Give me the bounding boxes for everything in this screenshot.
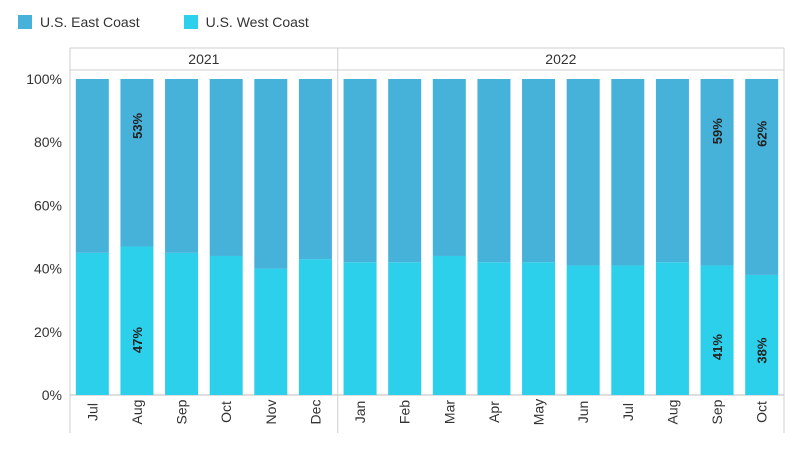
bar-east-coast-jan: [343, 79, 377, 263]
x-tick-label: May: [531, 399, 547, 425]
legend-label-west-coast: U.S. West Coast: [205, 14, 309, 30]
bar-west-coast-jul: [75, 252, 109, 395]
x-tick-label: Jul: [84, 403, 100, 421]
y-tick-label: 60%: [34, 197, 62, 213]
x-tick-label: Oct: [754, 401, 770, 423]
bar-west-coast-dec: [298, 259, 332, 395]
y-tick-label: 100%: [26, 71, 62, 87]
bar-east-coast-jul: [75, 79, 109, 253]
bar-east-coast-jul: [611, 79, 645, 266]
legend-item-west-coast: U.S. West Coast: [183, 14, 309, 30]
bar-east-coast-mar: [432, 79, 466, 256]
bar-east-coast-sep: [700, 79, 734, 266]
bar-east-coast-jun: [566, 79, 600, 266]
data-label: 47%: [130, 327, 145, 353]
bar-east-coast-apr: [477, 79, 511, 263]
bar-east-coast-oct: [745, 79, 779, 275]
data-label: 53%: [130, 112, 145, 138]
bar-west-coast-mar: [432, 255, 466, 395]
legend-label-east-coast: U.S. East Coast: [40, 14, 140, 30]
legend-swatch-east-coast: [18, 15, 32, 29]
bar-west-coast-nov: [254, 268, 288, 395]
bar-east-coast-aug: [120, 79, 154, 247]
x-tick-label: Oct: [218, 401, 234, 423]
data-label: 59%: [710, 118, 725, 144]
x-tick-label: Nov: [263, 400, 279, 425]
x-tick-label: Sep: [174, 399, 190, 424]
x-tick-label: Jun: [575, 401, 591, 424]
bar-west-coast-oct: [745, 274, 779, 395]
y-tick-label: 0%: [42, 387, 62, 403]
x-tick-label: Sep: [709, 399, 725, 424]
data-label: 38%: [755, 337, 770, 363]
bar-west-coast-jun: [566, 265, 600, 395]
bar-west-coast-sep: [700, 265, 734, 395]
bar-east-coast-oct: [209, 79, 243, 256]
bar-west-coast-oct: [209, 255, 243, 395]
bar-west-coast-aug: [655, 262, 689, 395]
x-tick-label: Dec: [307, 400, 323, 425]
x-tick-label: Jan: [352, 401, 368, 424]
x-tick-label: Apr: [486, 401, 502, 423]
x-tick-label: Feb: [397, 400, 413, 424]
y-tick-label: 40%: [34, 261, 62, 277]
bar-west-coast-jan: [343, 262, 377, 395]
x-tick-label: Aug: [129, 400, 145, 425]
data-label: 62%: [755, 120, 770, 146]
bar-east-coast-dec: [298, 79, 332, 260]
y-tick-label: 80%: [34, 134, 62, 150]
y-tick-label: 20%: [34, 324, 62, 340]
legend: U.S. East Coast U.S. West Coast: [18, 14, 309, 30]
bar-east-coast-nov: [254, 79, 288, 269]
x-tick-label: Aug: [664, 400, 680, 425]
x-tick-label: Mar: [441, 400, 457, 424]
bar-west-coast-apr: [477, 262, 511, 395]
bar-west-coast-aug: [120, 246, 154, 395]
group-header-2021: 2021: [188, 51, 219, 67]
bar-east-coast-sep: [165, 79, 199, 253]
x-tick-label: Jul: [620, 403, 636, 421]
bar-east-coast-aug: [655, 79, 689, 263]
legend-item-east-coast: U.S. East Coast: [18, 14, 140, 30]
group-header-2022: 2022: [545, 51, 576, 67]
bar-west-coast-jul: [611, 265, 645, 395]
bar-east-coast-feb: [388, 79, 422, 263]
bar-west-coast-feb: [388, 262, 422, 395]
bar-west-coast-sep: [165, 252, 199, 395]
bar-east-coast-may: [522, 79, 556, 263]
legend-swatch-west-coast: [183, 15, 198, 29]
bar-west-coast-may: [522, 262, 556, 395]
data-label: 41%: [710, 334, 725, 360]
